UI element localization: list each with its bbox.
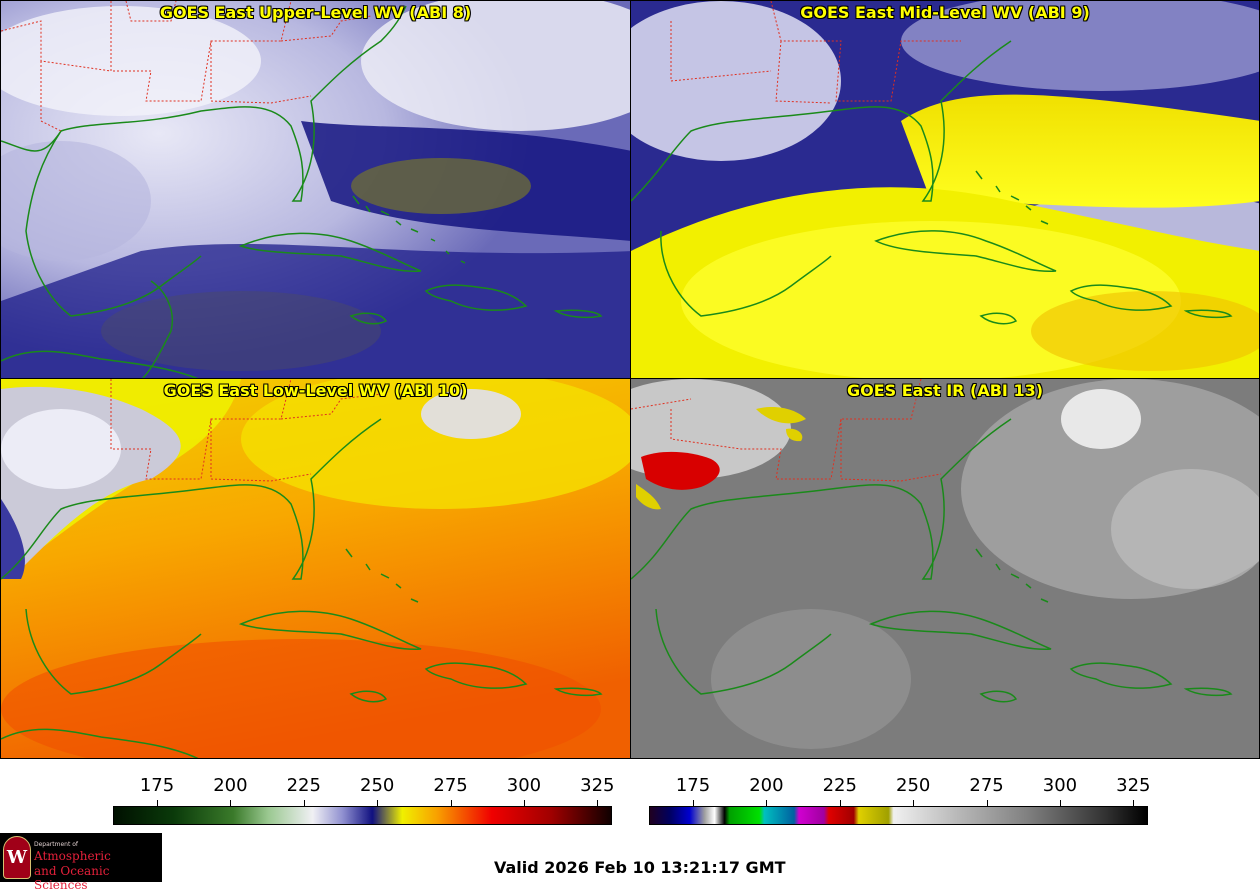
colorbar-tick-mark [1133, 800, 1135, 806]
ir-image [631, 379, 1259, 758]
university-seal: W [3, 836, 31, 879]
colorbar-tick-label: 225 [822, 775, 857, 796]
colorbar-tick-mark [157, 800, 159, 806]
colorbar-tick-label: 275 [433, 775, 468, 796]
wv-colorbar: 175 200 225 250 275 300 325 [113, 775, 615, 827]
logo-department: Department of [34, 841, 78, 848]
colorbar-tick-label: 200 [749, 775, 784, 796]
logo-line1: Atmospheric [34, 849, 111, 863]
colorbar-tick-label: 175 [139, 775, 175, 796]
valid-time-label: Valid 2026 Feb 10 13:21:17 GMT [494, 858, 786, 877]
ir-panel: GOES East IR (ABI 13) [630, 378, 1260, 759]
ir-colorbar-ticks: 175 200 225 250 275 300 325 [649, 775, 1151, 806]
mid-level-wv-image [631, 1, 1259, 378]
colorbar-tick-label: 225 [286, 775, 321, 796]
colorbar-tick-mark [1059, 800, 1061, 806]
colorbar-tick-mark [230, 800, 232, 806]
colorbar-tick-label: 200 [213, 775, 248, 796]
colorbar-tick-mark [597, 800, 599, 806]
low-level-wv-image [1, 379, 630, 758]
upper-level-wv-panel: GOES East Upper-Level WV (ABI 8) [0, 0, 631, 379]
colorbar-tick-mark [913, 800, 915, 806]
colorbar-tick-label: 275 [969, 775, 1004, 796]
colorbar-tick-mark [766, 800, 768, 806]
colorbar-tick-mark [450, 800, 452, 806]
panel-title: GOES East Low-Level WV (ABI 10) [163, 381, 468, 400]
colorbar-tick-label: 300 [1042, 775, 1078, 796]
colorbar-tick-label: 250 [359, 775, 395, 796]
colorbar-tick-mark [303, 800, 305, 806]
mid-level-wv-panel: GOES East Mid-Level WV (ABI 9) [630, 0, 1260, 379]
colorbar-tick-label: 300 [506, 775, 542, 796]
ir-colorbar: 175 200 225 250 275 300 325 [649, 775, 1151, 827]
colorbar-tick-mark [986, 800, 988, 806]
university-logo: W Department of Atmospheric and Oceanic … [0, 833, 162, 892]
low-level-wv-panel: GOES East Low-Level WV (ABI 10) [0, 378, 631, 759]
panel-title: GOES East Upper-Level WV (ABI 8) [159, 3, 472, 22]
colorbar-tick-mark [523, 800, 525, 806]
colorbar-tick-mark [839, 800, 841, 806]
ir-colorbar-gradient [649, 806, 1148, 825]
colorbar-tick-mark [693, 800, 695, 806]
colorbar-tick-label: 325 [1116, 775, 1151, 796]
panel-title: GOES East IR (ABI 13) [846, 381, 1044, 400]
colorbar-tick-label: 250 [895, 775, 931, 796]
upper-level-wv-image [1, 1, 630, 378]
wv-colorbar-ticks: 175 200 225 250 275 300 325 [113, 775, 615, 806]
logo-line2: and Oceanic Sciences [34, 864, 110, 892]
colorbar-tick-label: 325 [580, 775, 615, 796]
panel-title: GOES East Mid-Level WV (ABI 9) [800, 3, 1090, 22]
colorbar-tick-mark [377, 800, 379, 806]
colorbar-tick-label: 175 [675, 775, 711, 796]
wv-colorbar-gradient [113, 806, 612, 825]
